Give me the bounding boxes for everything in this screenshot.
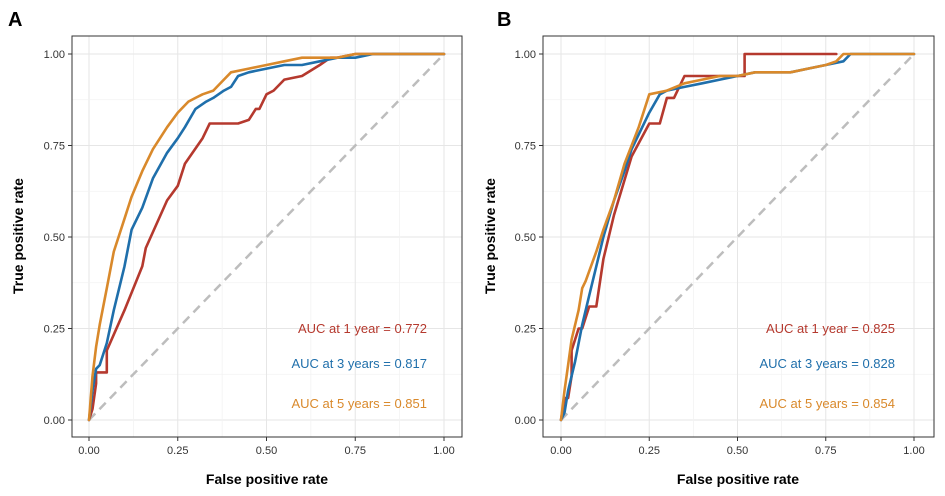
auc-label-1-year: AUC at 1 year = 0.772 xyxy=(298,321,427,336)
panel-a: A 0.00 0.25 0.50 0.75 1.00 0.00 0.25 0.5… xyxy=(8,9,463,487)
y-tick-label: 0.25 xyxy=(44,324,65,336)
x-tick-label: 0.75 xyxy=(345,445,366,457)
panel-b: B 0.00 0.25 0.50 0.75 1.00 0.00 0.25 0.5… xyxy=(482,9,935,487)
y-tick-label: 0.75 xyxy=(515,141,536,153)
y-tick-label: 1.00 xyxy=(44,49,65,61)
x-tick-label: 1.00 xyxy=(433,445,454,457)
y-tick-label: 0.75 xyxy=(44,141,65,153)
roc-curve-year5 xyxy=(87,52,446,422)
x-tick-label: 0.25 xyxy=(167,445,188,457)
x-tick-label: 1.00 xyxy=(903,445,924,457)
axis-ticks-a xyxy=(68,53,445,441)
roc-curves-a xyxy=(87,52,446,422)
y-tick-label: 1.00 xyxy=(515,49,536,61)
axis-ticks-b xyxy=(539,53,915,441)
panel-letter-b: B xyxy=(497,9,511,31)
gridlines-b xyxy=(543,36,934,437)
y-axis-title-a: True positive rate xyxy=(10,178,26,294)
auc-label-3-years: AUC at 3 years = 0.817 xyxy=(292,356,428,371)
auc-label-5-years: AUC at 5 years = 0.851 xyxy=(292,396,428,411)
x-tick-label: 0.75 xyxy=(815,445,836,457)
x-axis-title-a: False positive rate xyxy=(206,471,328,487)
auc-label-1-year: AUC at 1 year = 0.825 xyxy=(766,321,895,336)
x-tick-label: 0.00 xyxy=(78,445,99,457)
roc-curve-year1 xyxy=(559,52,838,422)
y-tick-label: 0.50 xyxy=(515,232,536,244)
x-tick-label: 0.00 xyxy=(550,445,571,457)
y-axis-title-b: True positive rate xyxy=(482,178,498,294)
y-tick-label: 0.25 xyxy=(515,324,536,336)
x-tick-label: 0.50 xyxy=(256,445,277,457)
roc-curve-year3 xyxy=(87,52,446,422)
panel-letter-a: A xyxy=(8,9,22,31)
y-tick-label: 0.00 xyxy=(44,415,65,427)
auc-label-3-years: AUC at 3 years = 0.828 xyxy=(760,356,896,371)
auc-label-5-years: AUC at 5 years = 0.854 xyxy=(760,396,896,411)
reference-diagonal-a xyxy=(88,53,445,421)
roc-curve-year5 xyxy=(559,52,916,422)
reference-diagonal-b xyxy=(560,53,915,421)
x-axis-title-b: False positive rate xyxy=(677,471,799,487)
y-tick-label: 0.50 xyxy=(44,232,65,244)
roc-curves-b xyxy=(559,52,916,422)
x-tick-label: 0.25 xyxy=(639,445,660,457)
y-tick-label: 0.00 xyxy=(515,415,536,427)
x-tick-label: 0.50 xyxy=(727,445,748,457)
